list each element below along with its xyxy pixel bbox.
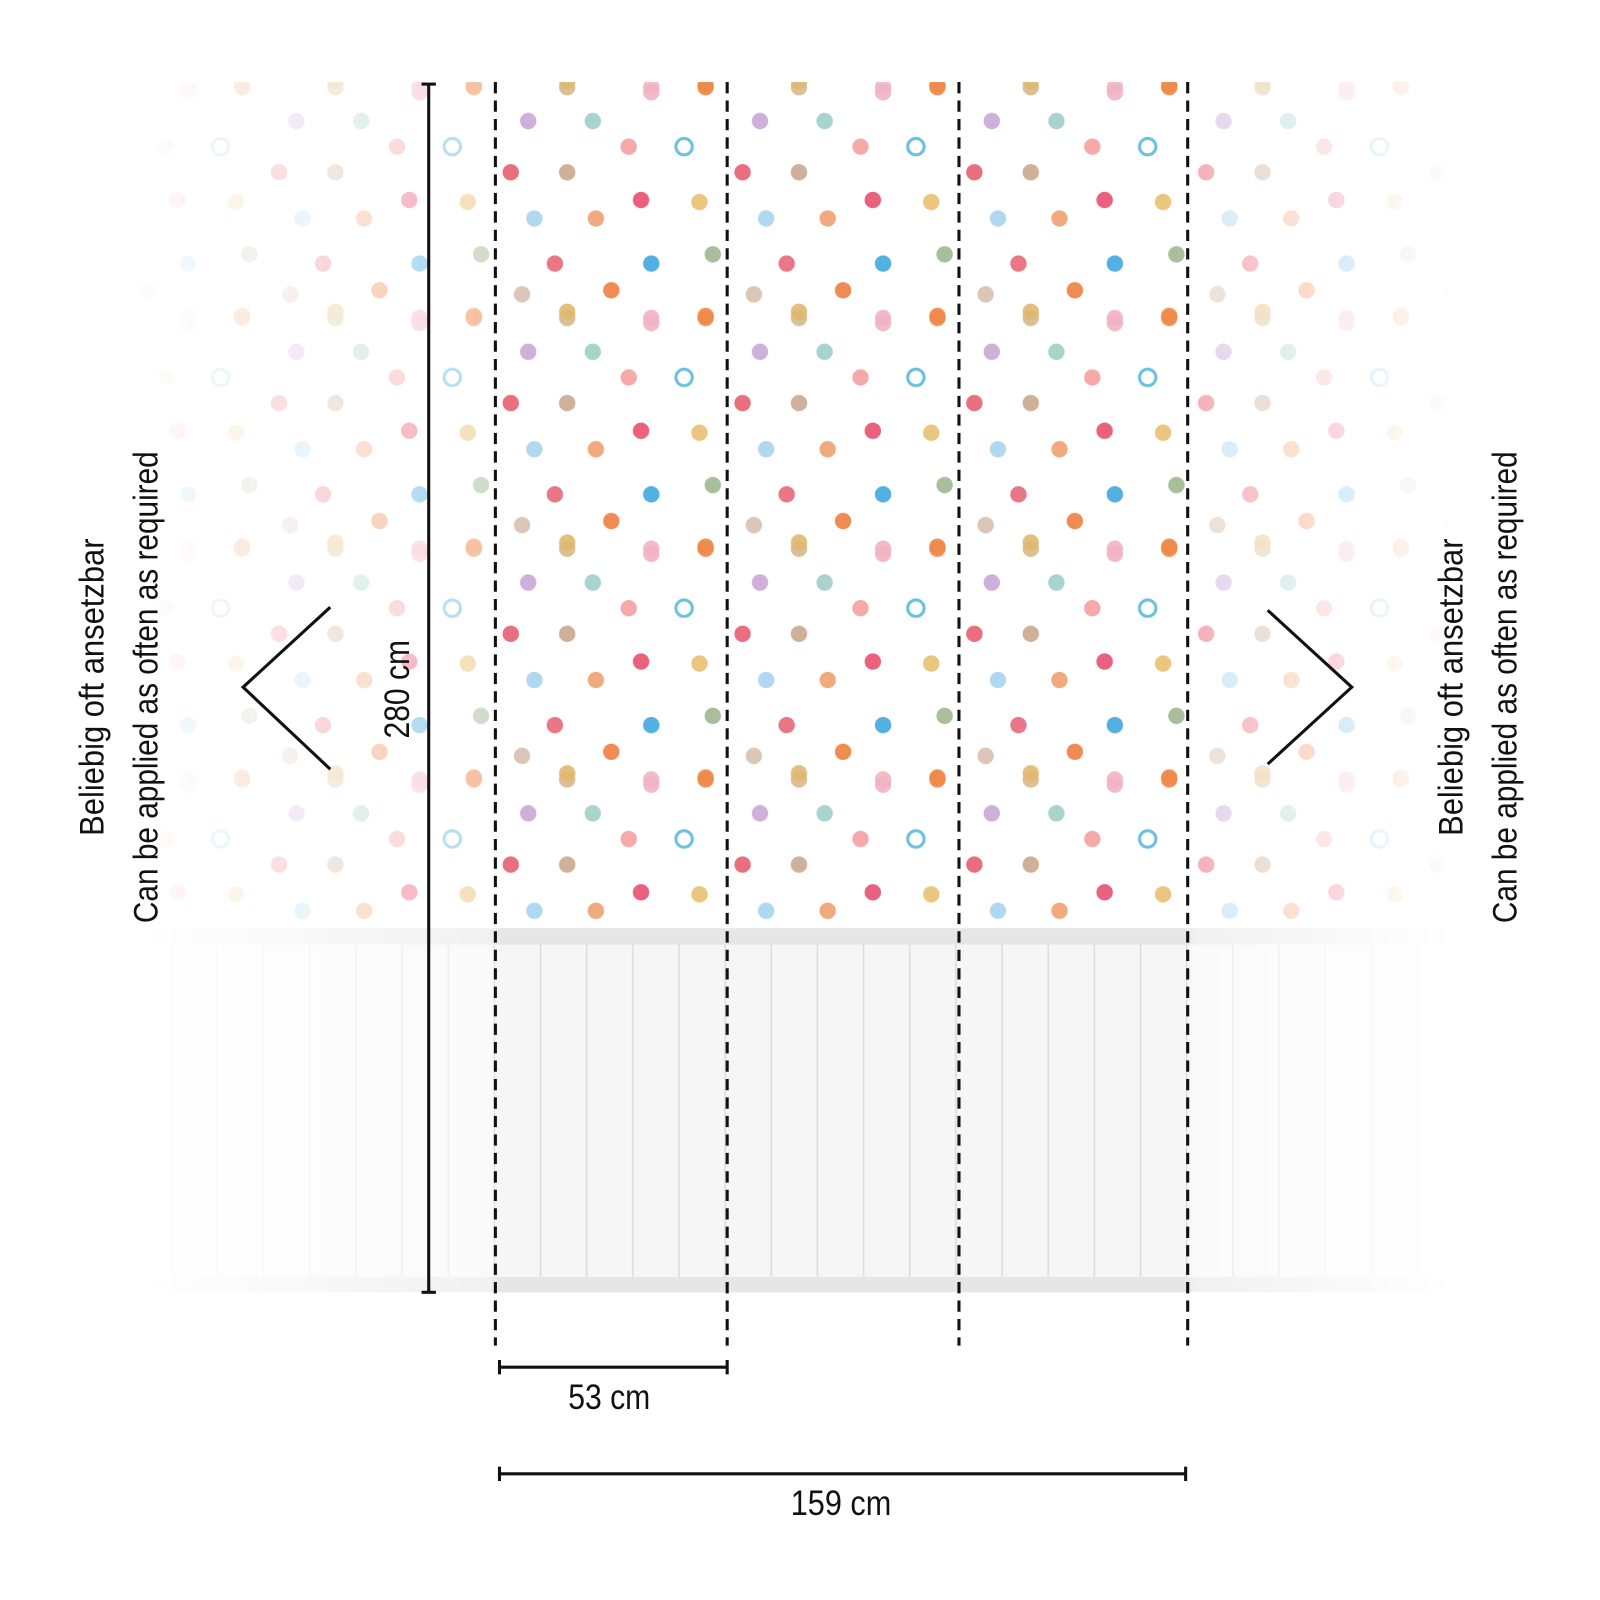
wallpaper bbox=[133, 82, 1457, 1293]
dot-pattern bbox=[133, 82, 1457, 924]
note-de: Beliebig oft ansetzbar bbox=[1432, 538, 1470, 835]
panel-seams bbox=[493, 82, 1190, 1346]
panel-width-label: 53 cm bbox=[568, 1378, 650, 1417]
right-chevron bbox=[1266, 609, 1355, 766]
note-en: Can be applied as often as required bbox=[128, 451, 166, 923]
height-label: 280 cm bbox=[378, 640, 417, 738]
wainscot bbox=[133, 928, 1457, 1293]
wainscot-bottom-rail bbox=[133, 1276, 1457, 1293]
wainscot-top-rail bbox=[133, 928, 1457, 945]
total-width-label: 159 cm bbox=[791, 1484, 892, 1523]
dimension-lines bbox=[240, 82, 1355, 1482]
left-chevron bbox=[240, 606, 332, 771]
note-en: Can be applied as often as required bbox=[1487, 451, 1525, 923]
note-de: Beliebig oft ansetzbar bbox=[73, 538, 111, 835]
